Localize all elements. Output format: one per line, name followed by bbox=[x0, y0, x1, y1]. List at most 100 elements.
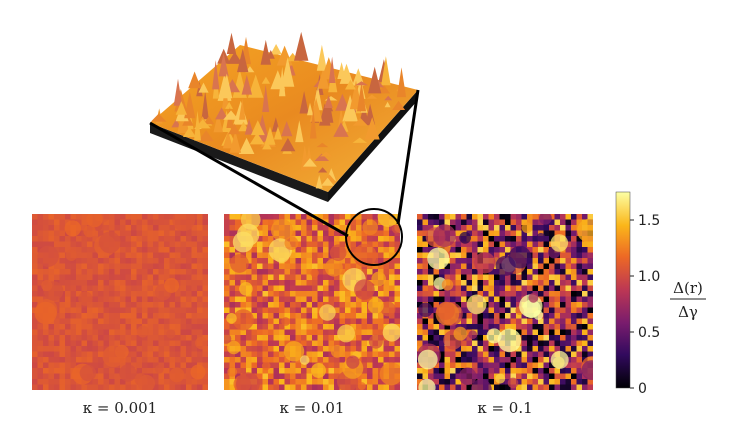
heatmap-cell bbox=[240, 329, 247, 336]
heatmap-cell bbox=[378, 384, 384, 390]
heatmap-cell bbox=[125, 307, 132, 314]
heatmap-cell bbox=[59, 346, 66, 352]
heatmap-cell bbox=[142, 302, 148, 308]
heatmap-cell bbox=[543, 368, 550, 374]
heatmap-cell bbox=[389, 247, 395, 253]
heatmap-cell bbox=[158, 214, 165, 220]
heatmap-cell bbox=[527, 351, 533, 358]
heatmap-cell bbox=[527, 384, 533, 390]
heatmap-cell bbox=[235, 291, 241, 297]
heatmap-cell bbox=[164, 318, 170, 325]
heatmap-grain bbox=[474, 252, 496, 274]
heatmap-cell bbox=[131, 379, 137, 385]
heatmap-cell bbox=[439, 214, 445, 220]
heatmap-cell bbox=[510, 291, 517, 297]
heatmap-cell bbox=[131, 252, 137, 259]
heatmap-cell bbox=[483, 340, 489, 347]
heatmap-cell bbox=[284, 302, 291, 308]
heatmap-grain bbox=[371, 271, 387, 287]
heatmap-cell bbox=[323, 214, 329, 220]
heatmap-cell bbox=[70, 241, 77, 248]
heatmap-cell bbox=[389, 285, 395, 292]
surface-peak bbox=[294, 31, 309, 61]
zoom-circle bbox=[345, 208, 403, 266]
heatmap-cell bbox=[43, 274, 49, 281]
heatmap-cell bbox=[180, 236, 187, 242]
heatmap-cell bbox=[229, 247, 236, 253]
heatmap-cell bbox=[180, 357, 187, 363]
heatmap-cell bbox=[240, 368, 247, 374]
heatmap-cell bbox=[273, 291, 280, 297]
heatmap-cell bbox=[202, 351, 208, 358]
heatmap-cell bbox=[65, 214, 71, 220]
heatmap-cell bbox=[306, 214, 313, 220]
heatmap-grain bbox=[380, 301, 396, 317]
heatmap-cell bbox=[120, 302, 126, 308]
heatmap-cell bbox=[378, 329, 384, 336]
heatmap-cell bbox=[455, 291, 462, 297]
surface-peak bbox=[203, 115, 215, 125]
heatmap-cell bbox=[516, 214, 522, 220]
surface-peak bbox=[215, 107, 229, 120]
heatmap-cell bbox=[565, 258, 572, 264]
heatmap-cell bbox=[383, 252, 390, 259]
heatmap-cell bbox=[279, 340, 285, 347]
heatmap-cell bbox=[339, 302, 346, 308]
heatmap-cell bbox=[560, 296, 566, 303]
heatmap-cell bbox=[54, 373, 60, 380]
surface-peak bbox=[222, 131, 234, 149]
heatmap-cell bbox=[125, 302, 132, 308]
heatmap-cell bbox=[339, 214, 346, 220]
heatmap-cell bbox=[147, 329, 154, 336]
heatmap-cell bbox=[180, 379, 187, 385]
surface-peak bbox=[201, 90, 209, 120]
heatmap-cell bbox=[499, 236, 506, 242]
heatmap-cell bbox=[262, 236, 269, 242]
heatmap-cell bbox=[136, 252, 143, 259]
heatmap-cell bbox=[279, 379, 285, 385]
heatmap-cell bbox=[383, 285, 390, 292]
heatmap-cell bbox=[549, 324, 555, 330]
heatmap-cell bbox=[240, 340, 247, 347]
heatmap-cell bbox=[175, 329, 181, 336]
heatmap-cell bbox=[186, 351, 192, 358]
heatmap-cell bbox=[142, 236, 148, 242]
heatmap-cell bbox=[516, 362, 522, 369]
heatmap-cell bbox=[147, 335, 154, 341]
heatmap-cell bbox=[576, 269, 583, 275]
heatmap-cell bbox=[164, 302, 170, 308]
heatmap-cell bbox=[334, 280, 340, 286]
heatmap-cell bbox=[98, 285, 104, 292]
heatmap-cell bbox=[328, 324, 335, 330]
heatmap-cell bbox=[164, 351, 170, 358]
heatmap-cell bbox=[345, 214, 351, 220]
heatmap-cell bbox=[98, 258, 104, 264]
heatmap-cell bbox=[191, 269, 198, 275]
heatmap-cell bbox=[527, 263, 533, 270]
heatmap-cell bbox=[164, 362, 170, 369]
heatmap-cell bbox=[136, 313, 143, 319]
heatmap-cell bbox=[169, 362, 176, 369]
heatmap-cell bbox=[383, 340, 390, 347]
heatmap-cell bbox=[59, 241, 66, 248]
heatmap-cell bbox=[450, 362, 456, 369]
heatmap-cell bbox=[54, 351, 60, 358]
heatmap-cell bbox=[521, 357, 528, 363]
heatmap-cell bbox=[350, 307, 357, 314]
heatmap-cell bbox=[532, 318, 539, 325]
heatmap-cell bbox=[472, 247, 478, 253]
heatmap-cell bbox=[345, 230, 351, 237]
heatmap-cell bbox=[301, 307, 307, 314]
heatmap-cell bbox=[417, 247, 423, 253]
heatmap-cell bbox=[543, 384, 550, 390]
heatmap-cell bbox=[131, 302, 137, 308]
heatmap-cell bbox=[317, 324, 324, 330]
heatmap-cell bbox=[290, 379, 296, 385]
heatmap-cell bbox=[576, 241, 583, 248]
heatmap-cell bbox=[417, 373, 423, 380]
heatmap-grain bbox=[86, 214, 103, 228]
surface-peak bbox=[316, 142, 329, 148]
heatmap-cell bbox=[81, 324, 88, 330]
heatmap-cell bbox=[587, 379, 593, 385]
heatmap-cell bbox=[455, 373, 462, 380]
